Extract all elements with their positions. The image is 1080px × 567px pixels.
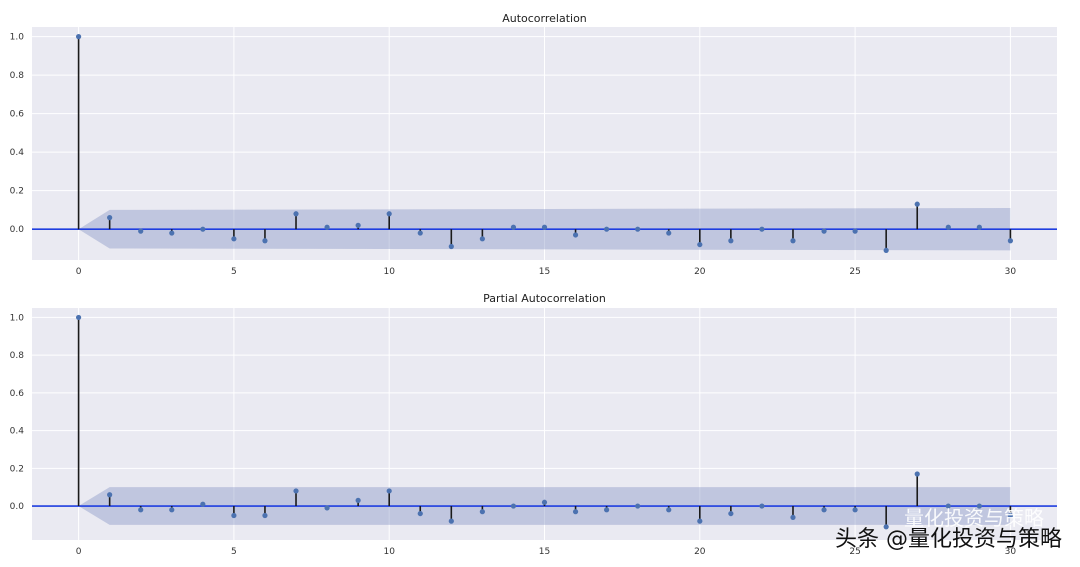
x-tick-label: 10 bbox=[383, 547, 395, 557]
y-tick-label: 0.6 bbox=[10, 389, 25, 399]
chart-title: Autocorrelation bbox=[502, 12, 587, 25]
data-point bbox=[666, 507, 672, 513]
data-point bbox=[697, 518, 703, 524]
x-tick-label: 25 bbox=[849, 547, 860, 557]
y-tick-label: 0.0 bbox=[10, 502, 25, 512]
data-point bbox=[572, 509, 579, 515]
x-tick-label: 20 bbox=[694, 267, 706, 277]
data-point bbox=[479, 236, 485, 242]
y-tick-label: 1.0 bbox=[10, 313, 25, 323]
data-point bbox=[541, 499, 548, 505]
data-point bbox=[355, 222, 361, 228]
data-point bbox=[107, 492, 113, 498]
data-point bbox=[666, 230, 672, 236]
data-point bbox=[914, 201, 920, 207]
data-point bbox=[262, 238, 268, 244]
data-point bbox=[262, 512, 268, 519]
data-point bbox=[852, 228, 858, 234]
partial-autocorrelation-panel: 0.0 0.2 0.4 0.6 0.8 1.0 0 5 10 15 20 25 30 Partial Au… bbox=[10, 292, 1057, 557]
y-tick-label: 0.4 bbox=[10, 148, 25, 158]
x-tick-label: 0 bbox=[76, 547, 82, 557]
data-point bbox=[324, 224, 330, 230]
data-point bbox=[976, 503, 982, 509]
data-point bbox=[852, 507, 858, 513]
data-point bbox=[759, 503, 765, 509]
y-tick-label: 0.4 bbox=[10, 427, 25, 437]
data-point bbox=[510, 503, 517, 509]
data-point bbox=[541, 224, 548, 230]
data-point bbox=[697, 241, 703, 248]
chart-title: Partial Autocorrelation bbox=[483, 292, 606, 305]
autocorrelation-panel: 0.0 0.2 0.4 0.6 0.8 1.0 0 5 10 15 20 25 30 Autocorrel… bbox=[10, 12, 1057, 277]
x-tick-label: 10 bbox=[383, 267, 395, 277]
data-point bbox=[883, 524, 889, 530]
data-point bbox=[169, 230, 175, 236]
data-point bbox=[386, 488, 392, 494]
watermark-ghost-text: 量化投资与策略 bbox=[904, 506, 1044, 530]
x-tick-label: 0 bbox=[76, 267, 82, 277]
data-point bbox=[821, 228, 827, 234]
x-tick-label: 15 bbox=[539, 547, 550, 557]
data-point bbox=[945, 224, 951, 230]
data-point bbox=[821, 507, 827, 513]
data-point bbox=[293, 488, 299, 494]
data-point bbox=[479, 509, 485, 515]
data-point bbox=[1007, 512, 1014, 519]
x-tick-label: 5 bbox=[231, 267, 237, 277]
data-point bbox=[790, 238, 796, 244]
data-point bbox=[107, 215, 113, 221]
data-point bbox=[75, 314, 82, 321]
x-tick-label: 30 bbox=[1005, 267, 1017, 277]
y-tick-label: 0.8 bbox=[10, 351, 25, 361]
x-tick-label: 5 bbox=[231, 547, 237, 557]
data-point bbox=[572, 232, 579, 238]
data-point bbox=[635, 226, 641, 232]
data-point bbox=[386, 211, 392, 217]
x-tick-label: 25 bbox=[849, 267, 860, 277]
x-tick-label: 20 bbox=[694, 547, 706, 557]
y-tick-label: 0.2 bbox=[10, 464, 24, 474]
data-point bbox=[448, 518, 454, 524]
data-point bbox=[883, 247, 889, 253]
y-tick-label: 0.8 bbox=[10, 71, 25, 81]
data-point bbox=[604, 507, 610, 513]
y-tick-label: 0.0 bbox=[10, 225, 25, 235]
data-point bbox=[728, 238, 734, 244]
data-point bbox=[293, 211, 299, 217]
data-point bbox=[510, 224, 517, 230]
x-tick-label: 30 bbox=[1005, 547, 1017, 557]
data-point bbox=[231, 512, 237, 519]
data-point bbox=[417, 230, 423, 236]
data-point bbox=[448, 243, 454, 250]
y-tick-label: 0.2 bbox=[10, 187, 24, 197]
data-point bbox=[914, 471, 920, 477]
data-point bbox=[200, 226, 206, 232]
data-point bbox=[417, 510, 423, 517]
data-point bbox=[790, 514, 796, 520]
data-point bbox=[635, 503, 641, 509]
data-point bbox=[759, 226, 765, 232]
data-point bbox=[604, 226, 610, 232]
y-tick-label: 0.6 bbox=[10, 110, 25, 120]
data-point bbox=[728, 510, 734, 517]
data-point bbox=[138, 507, 144, 513]
y-tick-label: 1.0 bbox=[10, 33, 25, 43]
data-point bbox=[138, 228, 144, 234]
data-point bbox=[231, 236, 237, 242]
data-point bbox=[355, 497, 361, 503]
data-point bbox=[75, 34, 82, 40]
data-point bbox=[945, 503, 951, 509]
data-point bbox=[324, 505, 330, 511]
data-point bbox=[200, 501, 206, 507]
watermark-text: 头条 @量化投资与策略 bbox=[835, 527, 1062, 552]
x-tick-label: 15 bbox=[539, 267, 550, 277]
data-point bbox=[169, 507, 175, 513]
data-point bbox=[976, 224, 982, 230]
data-point bbox=[1007, 238, 1014, 244]
